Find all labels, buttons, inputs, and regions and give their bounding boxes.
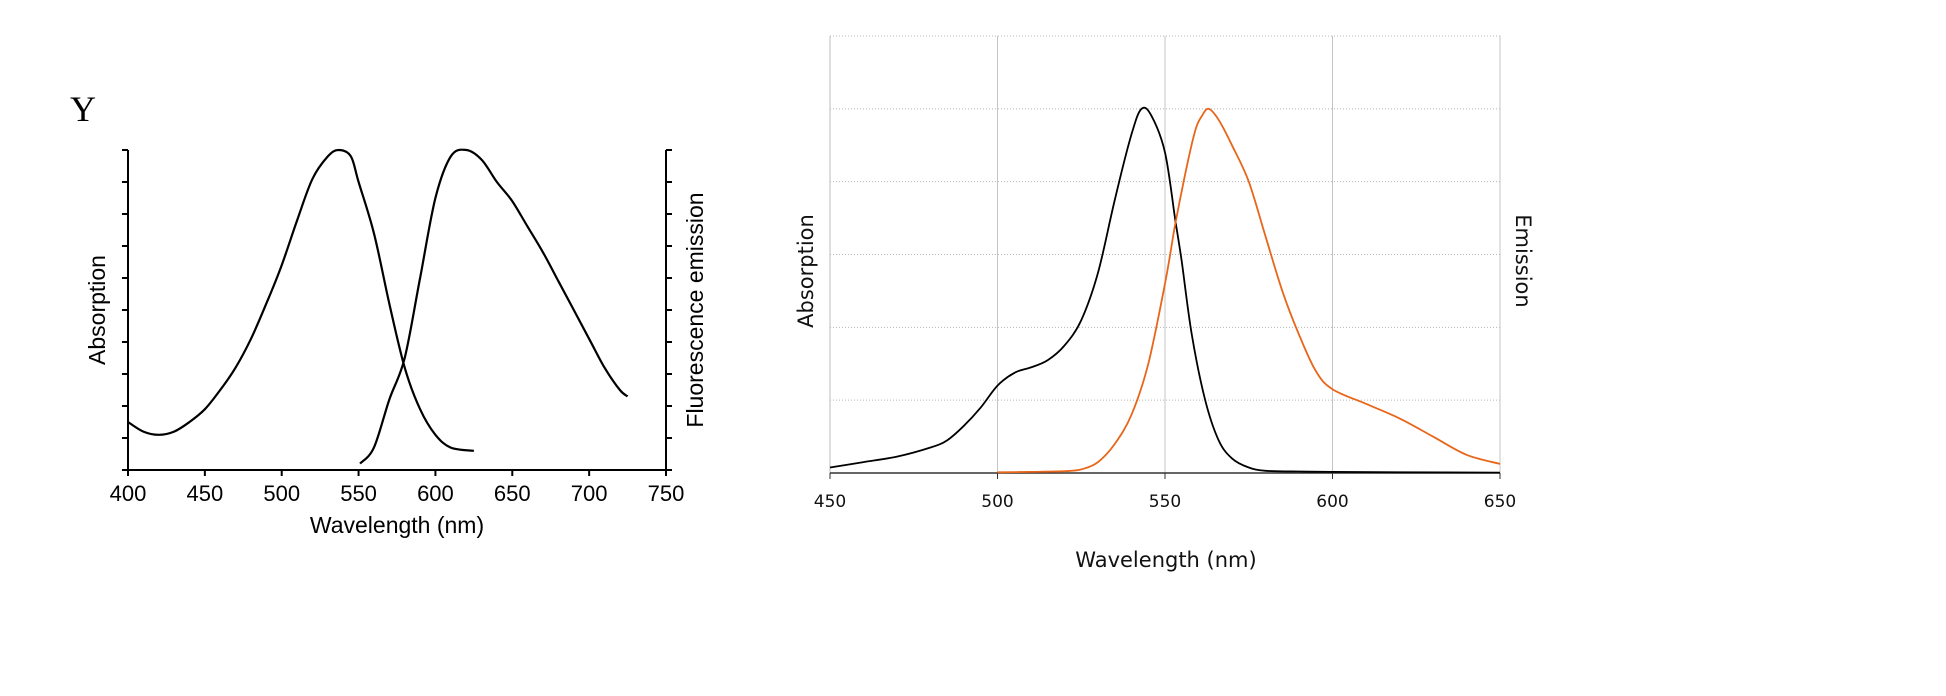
left-chart-emission-line	[359, 148, 629, 465]
right-chart-x-tick-label: 450	[814, 492, 846, 512]
left-chart-x-tick-label: 500	[263, 481, 300, 506]
left-chart-ylabel-emission: Fluorescence emission	[682, 192, 708, 427]
right-chart-ylabel-emission: Emission	[1511, 214, 1535, 307]
right-chart-emission-line	[997, 107, 1501, 474]
left-chart-x-tick-label: 400	[110, 481, 147, 506]
left-chart-x-tick-label: 600	[417, 481, 454, 506]
right-chart-x-tick-label: 500	[981, 492, 1013, 512]
right-chart-x-tick-label: 550	[1149, 492, 1181, 512]
left-chart-x-tick-label: 700	[571, 481, 608, 506]
absorption-emission-chart-left: 400 450 500 550 600 650 700 750 Wavelength (nm)…	[84, 148, 708, 538]
right-chart-absorption-line	[829, 106, 1501, 474]
left-chart-xlabel: Wavelength (nm)	[310, 512, 484, 538]
left-chart-x-tick-label: 550	[340, 481, 377, 506]
left-chart-x-tick-label: 650	[494, 481, 531, 506]
right-chart-ylabel-absorption: Absorption	[794, 214, 818, 328]
panel-label: Y	[70, 89, 96, 129]
left-chart-x-tick-label: 450	[186, 481, 223, 506]
left-chart-absorption-line	[127, 148, 475, 452]
absorption-emission-chart-right: 450 500 550 600 650 Wavelength (nm) Absorpti…	[794, 35, 1535, 572]
right-chart-xlabel: Wavelength (nm)	[1075, 548, 1256, 572]
right-chart-x-tick-label: 600	[1316, 492, 1348, 512]
right-chart-x-tick-label: 650	[1484, 492, 1516, 512]
left-chart-x-tick-label: 750	[648, 481, 685, 506]
left-chart-ylabel-absorption: Absorption	[84, 255, 110, 365]
